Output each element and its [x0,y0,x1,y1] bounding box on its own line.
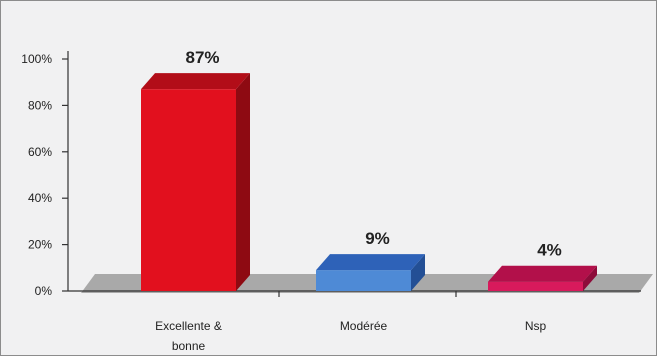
category-label: Modérée [340,319,388,333]
data-label: 87% [185,48,219,67]
bar [488,265,597,291]
category-label: Nsp [525,319,547,333]
bar-side [411,254,425,291]
bar-front [316,270,411,291]
bar-top [316,254,425,271]
data-label: 9% [365,229,390,248]
bar-top [488,265,597,282]
data-label: 4% [537,241,562,260]
bar-top [141,73,250,90]
y-tick-label: 80% [28,98,52,112]
y-tick-label: 100% [21,52,52,66]
y-tick-label: 20% [28,238,52,252]
bar-front [488,281,583,291]
bar-front [141,89,236,291]
bar [141,73,250,291]
bar-side [583,265,597,291]
y-tick-label: 40% [28,191,52,205]
bar-side [236,73,250,291]
y-tick-label: 0% [35,284,53,298]
bar [316,254,425,291]
category-label: Excellente & bonne [155,319,222,353]
y-tick-label: 60% [28,145,52,159]
